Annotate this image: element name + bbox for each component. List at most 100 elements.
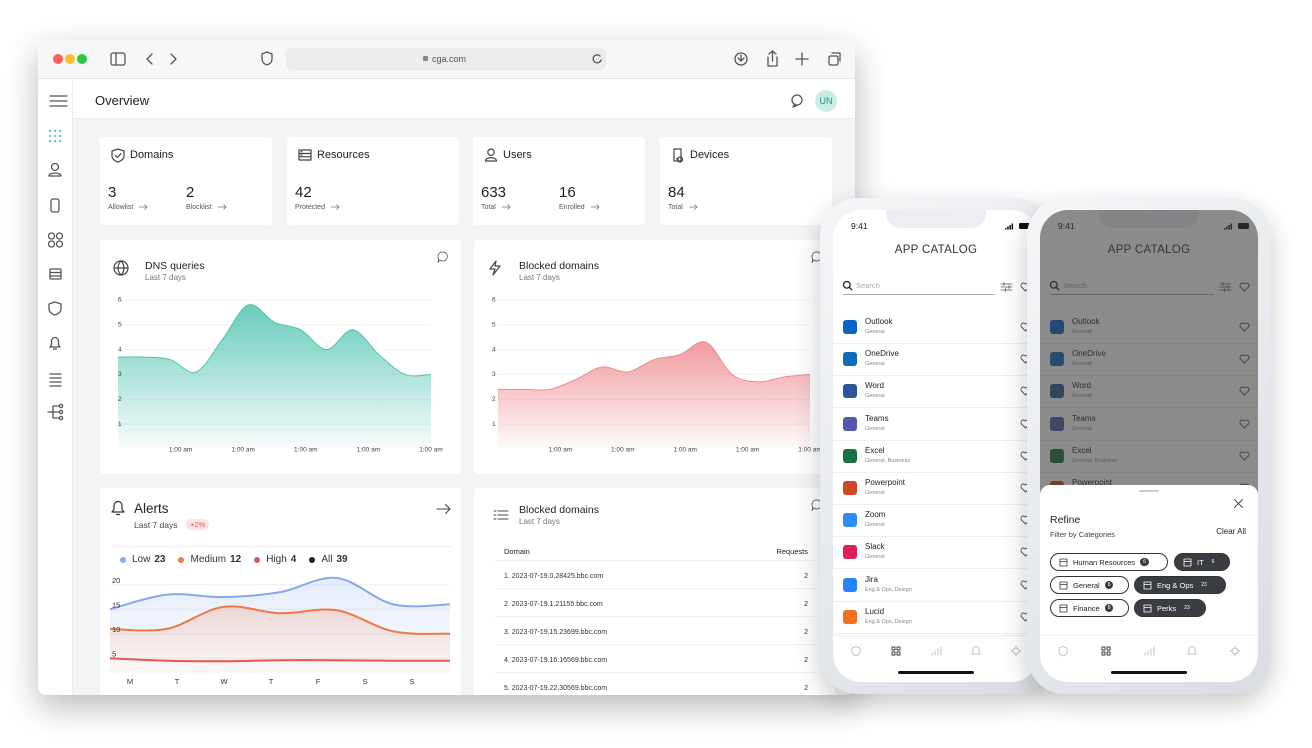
stat-link[interactable]: Total: [668, 204, 698, 211]
app-icon: [843, 384, 857, 399]
icon-stroke: [1143, 581, 1152, 589]
domain-cell: 1. 2023-07-19.0.28425.bbc.com: [504, 573, 604, 580]
nav-users[interactable]: [48, 162, 62, 177]
nav-resources[interactable]: [49, 268, 62, 280]
app-name: Excel: [865, 445, 885, 455]
app-row[interactable]: Lucid Eng & Ops, Design: [833, 601, 1039, 634]
tabs-button[interactable]: [828, 52, 841, 66]
x-tick-label: W: [220, 677, 228, 686]
app-row[interactable]: Slack General: [833, 536, 1039, 570]
filter-button[interactable]: [1000, 282, 1013, 292]
y-tick-label: 10: [112, 625, 120, 634]
clear-all-button[interactable]: Clear All: [1216, 527, 1246, 536]
download-button[interactable]: [734, 52, 748, 66]
app-name: Lucid: [865, 606, 885, 616]
chip-count: 6: [1140, 558, 1149, 566]
tab-button[interactable]: [971, 646, 981, 656]
open-alerts[interactable]: [436, 503, 451, 515]
close-button[interactable]: [1234, 499, 1243, 508]
x-tick-label: T: [269, 677, 274, 686]
reload-button[interactable]: [592, 54, 602, 64]
chart: 1 2 3 4 5 6 1:00 am 1:00 am 1:00 am 1:00 am 1:00 a…: [117, 297, 443, 454]
tab-button[interactable]: [1058, 646, 1068, 657]
page-title: Overview: [95, 93, 150, 108]
address-bar[interactable]: [286, 48, 606, 70]
avatar[interactable]: [815, 90, 837, 112]
app-row[interactable]: Zoom General: [833, 504, 1039, 538]
nav-logs[interactable]: [49, 373, 62, 387]
sidebar: [38, 79, 72, 695]
help-button[interactable]: [791, 94, 803, 108]
x-tick-label: T: [175, 677, 180, 686]
close-button[interactable]: [53, 54, 63, 64]
stat-link[interactable]: Allowlist: [108, 204, 148, 211]
arrow-icon[interactable]: [139, 204, 148, 210]
back-button[interactable]: [146, 53, 153, 65]
icon-stroke: [437, 251, 448, 263]
category-chip[interactable]: Human Resources 6: [1050, 553, 1168, 571]
column-header: Domain: [504, 547, 530, 556]
nav-devices[interactable]: [50, 198, 60, 213]
tab-button[interactable]: [891, 646, 901, 656]
area-line: [497, 341, 811, 391]
tab-button[interactable]: [1101, 646, 1111, 656]
arrow-icon[interactable]: [217, 204, 227, 210]
sidebar-toggle[interactable]: [110, 52, 126, 66]
app-row[interactable]: Powerpoint General: [833, 472, 1039, 505]
stat-card: Devices 84 Total: [660, 137, 832, 225]
icon-stroke: [1183, 558, 1192, 566]
tab-button[interactable]: [1144, 646, 1155, 656]
tab-button[interactable]: [1187, 646, 1197, 656]
forward-button[interactable]: [170, 53, 177, 65]
tab-button[interactable]: [851, 646, 861, 657]
tab-button[interactable]: [1010, 645, 1022, 657]
zoom-button[interactable]: [77, 54, 87, 64]
new-tab-button[interactable]: [795, 52, 809, 66]
x-tick-label: 1:00 am: [798, 447, 822, 454]
requests-cell: 2: [804, 601, 808, 608]
nav-apps[interactable]: [47, 232, 64, 248]
app-row[interactable]: Outlook General: [833, 311, 1039, 344]
app-name: OneDrive: [865, 349, 899, 359]
legend-name: High: [266, 554, 287, 565]
stat-link[interactable]: Enrolled: [559, 204, 600, 211]
category-chip[interactable]: Eng & Ops 23: [1134, 576, 1226, 594]
bell-icon: [111, 500, 125, 516]
y-tick-label: 4: [118, 346, 122, 353]
category-chip[interactable]: Finance 8: [1050, 599, 1129, 617]
app-row[interactable]: Excel General, Business: [833, 440, 1039, 473]
tab-button[interactable]: [1229, 645, 1241, 657]
minimize-button[interactable]: [65, 54, 75, 64]
arrow-icon[interactable]: [330, 204, 340, 210]
app-row[interactable]: Jira Eng & Ops, Design: [833, 569, 1039, 602]
arrow-icon[interactable]: [501, 204, 511, 210]
arrow-icon[interactable]: [590, 204, 600, 210]
stat-link[interactable]: Blocklist: [186, 204, 227, 211]
nav-security[interactable]: [48, 301, 62, 316]
category-chip[interactable]: Perks 23: [1134, 599, 1206, 617]
nav-alerts[interactable]: [49, 336, 61, 350]
privacy-icon[interactable]: [261, 51, 273, 66]
share-button[interactable]: [767, 50, 778, 67]
app-icon: [843, 352, 857, 367]
app-row[interactable]: Teams General: [833, 408, 1039, 441]
x-tick-label: 1:00 am: [611, 447, 635, 454]
category-chip[interactable]: IT 6: [1174, 553, 1230, 571]
menu-button[interactable]: [49, 95, 68, 107]
chip-icon: [1183, 558, 1192, 566]
category-chip[interactable]: General 6: [1050, 576, 1129, 594]
icon-stroke: [891, 646, 901, 656]
nav-network[interactable]: [47, 403, 64, 421]
nav-dashboard[interactable]: [49, 130, 61, 142]
app-row[interactable]: OneDrive General: [833, 343, 1039, 377]
stat-link[interactable]: Total: [481, 204, 511, 211]
arrow-icon[interactable]: [688, 204, 698, 210]
search-field[interactable]: Search: [842, 278, 995, 295]
chip-label: Eng & Ops: [1157, 580, 1194, 590]
tab-button[interactable]: [931, 646, 942, 656]
stat-link[interactable]: Protected: [295, 204, 340, 211]
chip-icon: [1059, 558, 1068, 566]
app-row[interactable]: Word General: [833, 375, 1039, 409]
icon-stroke: [1144, 646, 1155, 656]
